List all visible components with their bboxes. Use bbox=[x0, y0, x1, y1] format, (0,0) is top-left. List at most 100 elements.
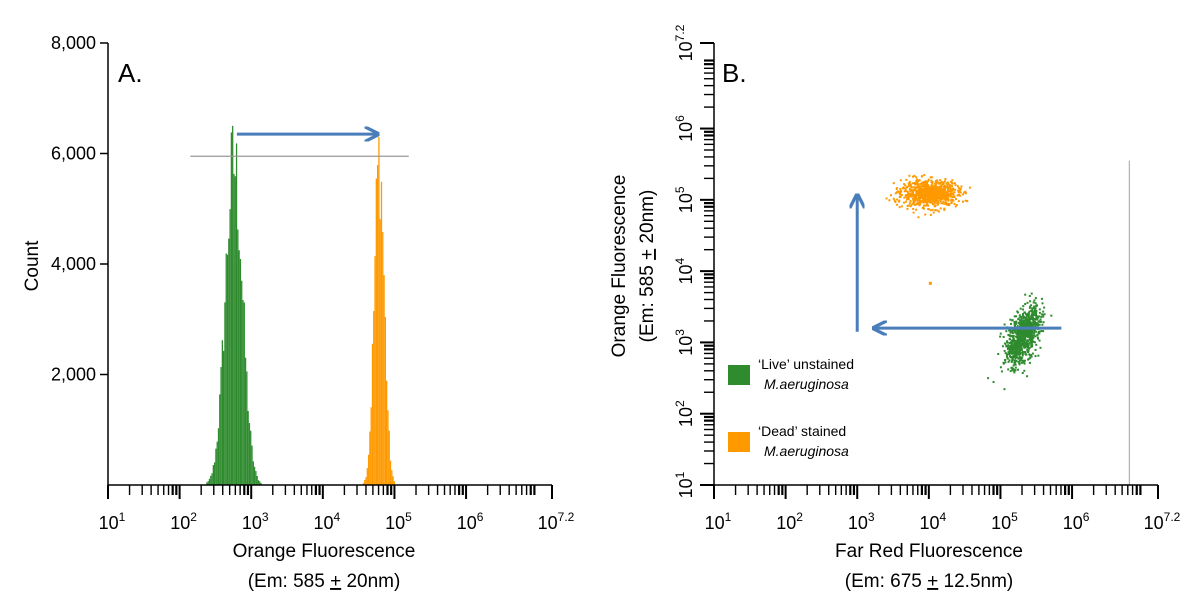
scatter-point bbox=[919, 203, 922, 206]
scatter-point bbox=[949, 193, 952, 196]
scatter-point bbox=[900, 193, 903, 196]
scatter-point bbox=[964, 190, 967, 193]
panel-b-y-tick-label: 102 bbox=[673, 400, 696, 427]
scatter-point bbox=[1028, 310, 1031, 313]
scatter-point bbox=[1002, 335, 1005, 338]
scatter-point bbox=[925, 185, 928, 188]
scatter-point bbox=[900, 190, 903, 193]
scatter-point bbox=[1030, 322, 1033, 325]
scatter-point bbox=[1041, 323, 1044, 326]
scatter-point bbox=[1023, 359, 1026, 362]
scatter-point bbox=[919, 182, 922, 185]
scatter-point bbox=[1028, 335, 1031, 338]
scatter-point bbox=[892, 182, 895, 185]
scatter-point bbox=[939, 182, 942, 185]
scatter-point bbox=[946, 184, 949, 187]
scatter-point bbox=[1031, 314, 1034, 317]
scatter-point bbox=[944, 192, 947, 195]
scatter-point bbox=[911, 194, 914, 197]
scatter-point bbox=[896, 198, 899, 201]
scatter-point bbox=[956, 194, 959, 197]
scatter-point bbox=[940, 180, 943, 183]
scatter-point bbox=[934, 196, 937, 199]
scatter-point bbox=[1017, 368, 1020, 371]
scatter-point bbox=[935, 194, 938, 197]
histogram-bar bbox=[260, 483, 262, 485]
scatter-point bbox=[1011, 368, 1014, 371]
scatter-point bbox=[1007, 346, 1010, 349]
scatter-point bbox=[1033, 320, 1036, 323]
histogram-bar bbox=[370, 407, 372, 485]
scatter-point bbox=[1012, 348, 1015, 351]
scatter-point bbox=[936, 199, 939, 202]
scatter-point bbox=[1028, 357, 1031, 360]
scatter-point bbox=[1008, 355, 1011, 358]
scatter-point bbox=[927, 189, 930, 192]
scatter-point bbox=[908, 183, 911, 186]
scatter-point bbox=[1011, 350, 1014, 353]
scatter-point bbox=[957, 187, 960, 190]
panel-a-x-tick-label: 106 bbox=[457, 510, 484, 533]
scatter-point bbox=[945, 182, 948, 185]
scatter-point bbox=[936, 179, 939, 182]
scatter-point bbox=[933, 197, 936, 200]
scatter-point bbox=[1007, 360, 1010, 363]
scatter-point bbox=[912, 190, 915, 193]
histogram-bar bbox=[215, 448, 217, 485]
scatter-point bbox=[1003, 388, 1006, 391]
scatter-point bbox=[1010, 342, 1013, 345]
panel-a-x-tick-label: 104 bbox=[313, 510, 340, 533]
scatter-point bbox=[927, 208, 930, 211]
scatter-point bbox=[1040, 315, 1043, 318]
histogram-bar bbox=[220, 367, 222, 485]
scatter-point bbox=[1027, 344, 1030, 347]
scatter-point bbox=[1022, 342, 1025, 345]
histogram-bar bbox=[365, 477, 367, 485]
histogram-bar bbox=[384, 316, 387, 485]
scatter-point bbox=[1034, 348, 1037, 351]
scatter-point bbox=[1004, 361, 1007, 364]
scatter-point bbox=[1009, 318, 1012, 321]
scatter-point bbox=[931, 182, 934, 185]
histogram-bar bbox=[233, 173, 235, 486]
scatter-point bbox=[941, 195, 944, 198]
scatter-point bbox=[1012, 364, 1015, 367]
scatter-point bbox=[937, 197, 940, 200]
panel-b-y-tick-label-group: 101 bbox=[673, 471, 696, 498]
scatter-point bbox=[947, 197, 950, 200]
scatter-point bbox=[1013, 371, 1016, 374]
scatter-point bbox=[1021, 351, 1024, 354]
scatter-point bbox=[1010, 346, 1013, 349]
scatter-point bbox=[906, 207, 909, 210]
scatter-point bbox=[950, 188, 953, 191]
scatter-point bbox=[1015, 320, 1018, 323]
histogram-bar bbox=[244, 357, 247, 485]
scatter-point bbox=[921, 182, 924, 185]
scatter-point bbox=[952, 187, 955, 190]
panel-b-x-tick-label: 105 bbox=[991, 510, 1018, 533]
scatter-point bbox=[966, 200, 969, 203]
scatter-point bbox=[926, 191, 929, 194]
scatter-point bbox=[929, 213, 932, 216]
scatter-point bbox=[932, 199, 935, 202]
panel-b-x-tick-label: 101 bbox=[705, 510, 732, 533]
scatter-point bbox=[919, 185, 922, 188]
scatter-point bbox=[1020, 319, 1023, 322]
panel-a-x-tick-label: 107.2 bbox=[538, 510, 575, 533]
scatter-point bbox=[920, 200, 923, 203]
scatter-point bbox=[1034, 335, 1037, 338]
panel-a-y-tick-label: 6,000 bbox=[51, 144, 96, 164]
scatter-point bbox=[1006, 357, 1009, 360]
scatter-point bbox=[1042, 321, 1045, 324]
scatter-point bbox=[950, 195, 953, 198]
scatter-point bbox=[930, 189, 933, 192]
scatter-point bbox=[1010, 339, 1013, 342]
scatter-point bbox=[1033, 299, 1036, 302]
scatter-point bbox=[1026, 350, 1029, 353]
scatter-point bbox=[950, 202, 953, 205]
scatter-point bbox=[907, 193, 910, 196]
scatter-point bbox=[1024, 343, 1027, 346]
scatter-point bbox=[918, 201, 921, 204]
legend-entry: ‘Dead’ stained M.aeruginosa bbox=[728, 423, 849, 459]
scatter-point bbox=[917, 185, 920, 188]
